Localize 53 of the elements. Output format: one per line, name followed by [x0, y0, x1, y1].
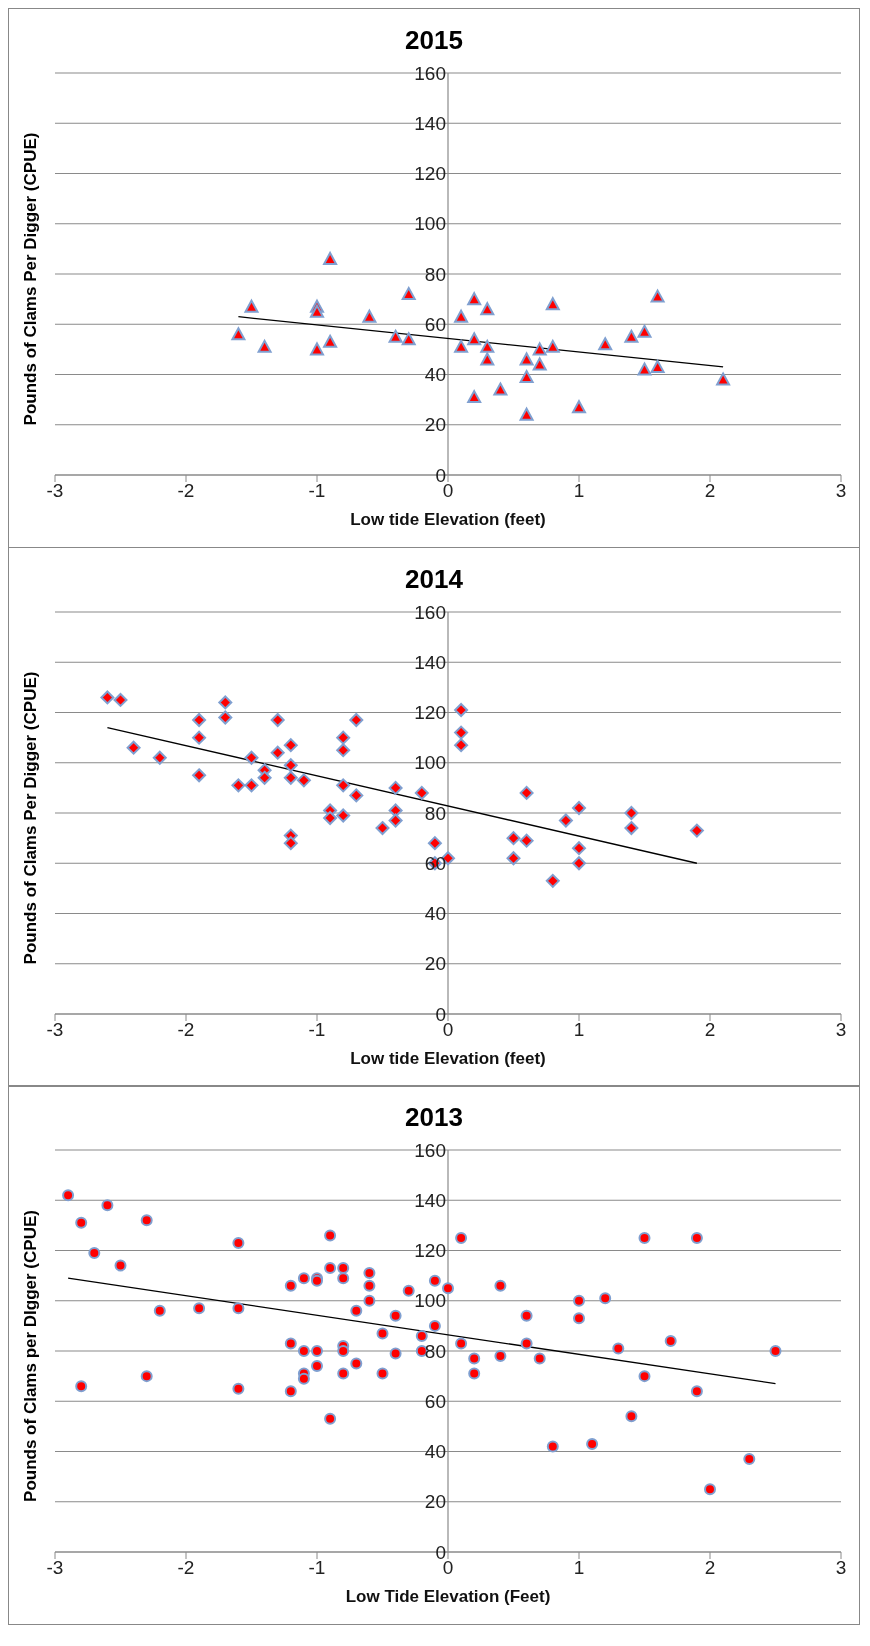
x-tick-label: 2 — [704, 1557, 716, 1579]
y-tick-label: 120 — [414, 1240, 446, 1261]
y-tick-label: 140 — [414, 651, 446, 673]
x-tick-label: 1 — [573, 1557, 585, 1579]
x-tick-label: 3 — [835, 1557, 847, 1579]
y-tick-label: 60 — [424, 1390, 446, 1412]
x-tick-label: 3 — [835, 1018, 847, 1040]
y-tick-label: 100 — [414, 213, 446, 235]
x-axis-title: Low tide Elevation (feet) — [350, 1048, 546, 1068]
y-axis-title: Pounds of Clams Per Digger (CPUE) — [21, 132, 41, 426]
chart-title: 2014 — [405, 563, 463, 594]
x-tick-label: -3 — [46, 480, 64, 502]
chart-title: 2013 — [405, 1102, 463, 1132]
y-tick-label: 160 — [414, 1139, 446, 1161]
y-tick-label: 20 — [424, 952, 446, 974]
y-tick-label: 40 — [424, 902, 446, 924]
x-tick-label: 2 — [704, 480, 716, 502]
y-tick-label: 120 — [414, 163, 446, 184]
x-tick-label: -1 — [308, 1557, 326, 1579]
y-tick-label: 80 — [424, 802, 446, 823]
y-tick-label: 140 — [414, 112, 446, 134]
y-tick-label: 40 — [424, 364, 446, 385]
y-tick-label: 140 — [414, 1189, 446, 1211]
y-tick-label: 20 — [424, 414, 446, 436]
x-tick-label: -1 — [308, 480, 326, 502]
x-tick-label: 1 — [573, 480, 585, 502]
chart-title: 2015 — [405, 25, 463, 55]
y-tick-label: 0 — [435, 1541, 446, 1563]
x-tick-label: -2 — [177, 1018, 195, 1040]
x-tick-label: -1 — [308, 1018, 326, 1040]
x-tick-label: -2 — [177, 1557, 195, 1579]
y-axis-title: Pounds of Clams per DIgger (CPUE) — [21, 1210, 41, 1502]
y-tick-label: 40 — [424, 1441, 446, 1462]
x-tick-label: -3 — [46, 1018, 64, 1040]
y-tick-label: 160 — [414, 62, 446, 84]
x-tick-label: 1 — [573, 1018, 585, 1040]
x-tick-label: 2 — [704, 1018, 716, 1040]
x-axis-title: Low tide Elevation (feet) — [350, 510, 546, 529]
y-tick-label: 0 — [435, 464, 446, 486]
y-tick-label: 0 — [435, 1003, 446, 1024]
x-tick-label: -2 — [177, 480, 195, 502]
y-axis-title: Pounds of Clams Per Digger (CPUE) — [21, 671, 41, 964]
y-tick-label: 100 — [414, 751, 446, 773]
y-tick-label: 60 — [424, 313, 446, 335]
x-tick-label: 3 — [835, 480, 847, 502]
x-tick-label: -3 — [46, 1557, 64, 1579]
y-tick-label: 160 — [414, 601, 446, 622]
y-tick-label: 80 — [424, 1340, 446, 1362]
x-axis-title: Low Tide Elevation (Feet) — [345, 1587, 551, 1606]
y-tick-label: 120 — [414, 701, 446, 723]
y-tick-label: 20 — [424, 1491, 446, 1513]
y-tick-label: 100 — [414, 1290, 446, 1312]
y-tick-label: 80 — [424, 263, 446, 285]
